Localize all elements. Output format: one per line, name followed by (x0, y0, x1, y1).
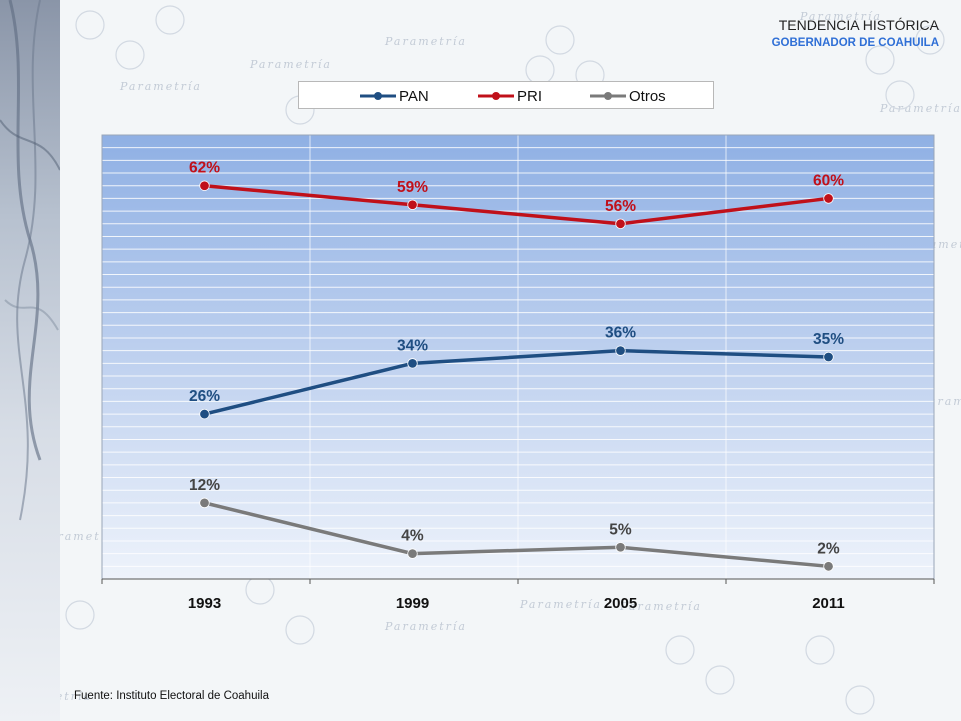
data-label-otros: 12% (189, 477, 220, 494)
x-tick-label: 1999 (396, 595, 429, 612)
data-point-pri (615, 218, 626, 230)
watermark-circle (115, 40, 145, 70)
data-point-pan (615, 345, 626, 356)
legend-swatch-pri (478, 92, 514, 100)
data-label-pan: 35% (813, 331, 844, 348)
source-note: Fuente: Instituto Electoral de Coahuila (74, 690, 269, 702)
watermark-circle (885, 80, 915, 110)
series-line-otros (204, 501, 829, 569)
data-point-pan (199, 408, 210, 420)
data-label-pan: 34% (397, 337, 428, 354)
page-title: TENDENCIA HISTÓRICA (778, 17, 939, 33)
data-point-otros (407, 548, 418, 559)
x-tick-label: 1993 (188, 595, 221, 612)
data-point-otros (823, 561, 834, 572)
data-label-otros: 4% (401, 528, 424, 545)
watermark-text: Parametría (519, 598, 602, 611)
legend-item-otros: Otros (589, 86, 666, 106)
legend-item-pri: PRI (477, 86, 542, 106)
data-label-pan: 26% (189, 388, 220, 405)
legend-label-pri: PRI (517, 87, 543, 105)
data-point-pan (823, 351, 834, 363)
legend-label-otros: Otros (629, 87, 666, 105)
watermark-text: Parametría (619, 600, 702, 613)
watermark-text: Parametría (249, 58, 332, 71)
watermark-circle (285, 615, 315, 645)
series-line-pri (204, 184, 829, 226)
data-label-pri: 60% (813, 172, 844, 189)
watermark-circle (805, 635, 835, 665)
watermark-circle (545, 25, 575, 55)
data-point-otros (615, 542, 626, 553)
watermark-circle (155, 5, 185, 35)
watermark-text: Parametría (384, 35, 467, 48)
legend-item-pan: PAN (359, 86, 429, 106)
watermark-circle (65, 600, 95, 630)
data-label-pri: 59% (397, 179, 428, 196)
data-point-pri (407, 199, 418, 210)
legend-label-pan: PAN (399, 87, 429, 105)
watermark-text: Parametría (879, 102, 961, 115)
data-point-otros (199, 497, 210, 509)
x-tick-label: 2011 (812, 595, 845, 612)
data-point-pri (823, 193, 834, 204)
legend-swatch-otros (590, 92, 626, 100)
watermark-circle (845, 685, 875, 715)
watermark-text: Parametría (119, 80, 202, 93)
data-point-pri (199, 180, 210, 191)
watermark-circle (865, 45, 895, 75)
data-label-pri: 56% (605, 198, 636, 215)
watermark-text: Parametría (384, 620, 467, 633)
page-subtitle: GOBERNADOR DE COAHUILA (771, 37, 939, 49)
watermark-circle (705, 665, 735, 695)
data-label-pri: 62% (189, 160, 220, 177)
watermark-circle (915, 25, 945, 55)
watermark-circle (75, 10, 105, 40)
legend-swatch-pan (360, 92, 396, 100)
watermark-text: Parametría (799, 10, 882, 23)
data-label-pan: 36% (605, 325, 636, 342)
x-tick-label: 2005 (604, 595, 637, 612)
data-point-pan (407, 358, 418, 369)
data-label-otros: 5% (609, 521, 632, 538)
watermark-circle (665, 635, 695, 665)
series-line-pan (204, 348, 829, 416)
chart-legend: PAN PRI Otros (298, 81, 714, 109)
data-label-otros: 2% (817, 540, 840, 557)
decorative-side-image (0, 0, 60, 721)
